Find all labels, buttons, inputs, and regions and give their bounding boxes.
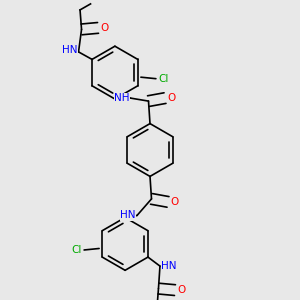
Text: O: O <box>170 197 179 207</box>
Text: HN: HN <box>62 45 77 56</box>
Text: Cl: Cl <box>158 74 169 84</box>
Text: O: O <box>177 285 186 295</box>
Text: O: O <box>167 93 176 103</box>
Text: NH: NH <box>114 93 130 103</box>
Text: HN: HN <box>161 261 177 271</box>
Text: Cl: Cl <box>71 245 82 255</box>
Text: O: O <box>100 23 109 33</box>
Text: HN: HN <box>120 210 136 220</box>
